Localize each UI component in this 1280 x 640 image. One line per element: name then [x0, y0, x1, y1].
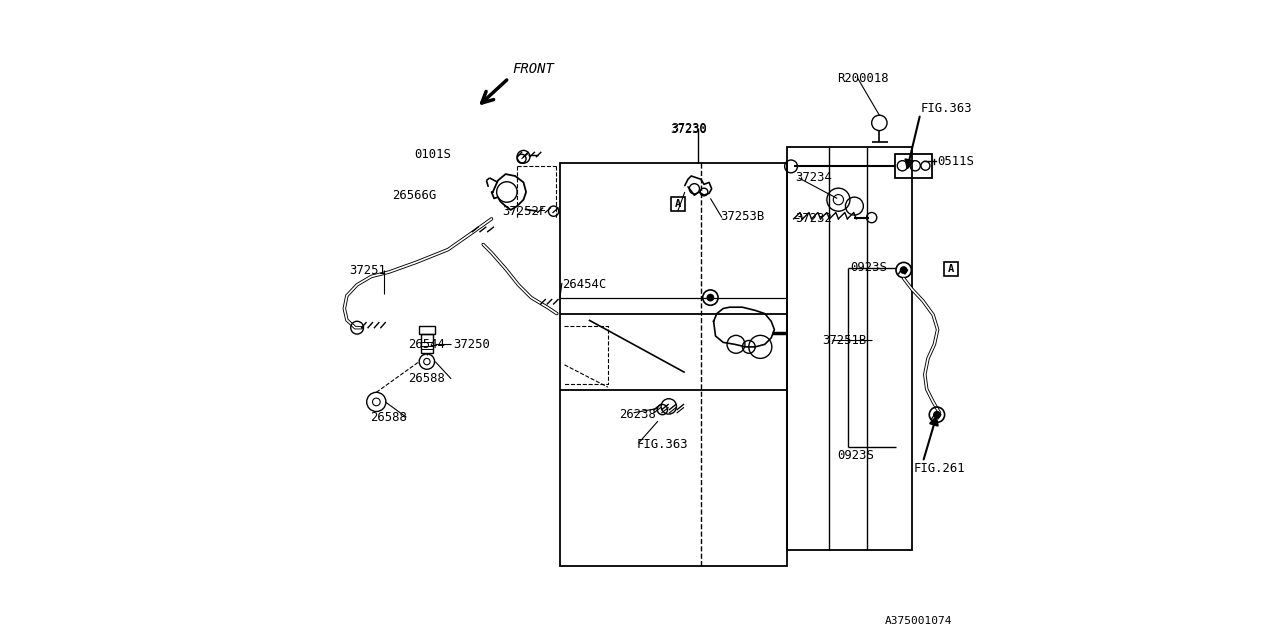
Text: A: A	[675, 199, 681, 209]
Text: FIG.363: FIG.363	[920, 102, 972, 115]
Text: 0101S: 0101S	[415, 148, 452, 161]
Text: A375001074: A375001074	[884, 616, 952, 626]
Circle shape	[707, 294, 714, 301]
Text: 37230: 37230	[671, 122, 707, 134]
Text: 37253B: 37253B	[719, 210, 764, 223]
Text: 37230: 37230	[671, 123, 707, 136]
Bar	[419, 326, 435, 334]
Bar	[421, 334, 433, 353]
Bar	[561, 163, 787, 566]
Text: 26588: 26588	[370, 411, 407, 424]
Bar	[671, 197, 685, 211]
Circle shape	[901, 267, 908, 273]
Text: 26544: 26544	[408, 338, 445, 351]
Bar	[945, 262, 957, 276]
Circle shape	[934, 412, 941, 418]
Text: A: A	[948, 264, 954, 275]
Bar	[787, 147, 913, 550]
Text: 37252F: 37252F	[502, 205, 547, 218]
Text: 26588: 26588	[408, 372, 445, 385]
Text: 26566G: 26566G	[392, 189, 436, 202]
Text: 37232: 37232	[795, 212, 832, 225]
Text: 26454C: 26454C	[562, 278, 607, 291]
Text: 37251B: 37251B	[823, 334, 867, 347]
Text: 0923S: 0923S	[850, 261, 887, 274]
Text: FIG.261: FIG.261	[914, 462, 965, 475]
Text: 0511S: 0511S	[937, 155, 974, 168]
Text: 26238: 26238	[620, 408, 657, 421]
Text: FRONT: FRONT	[512, 61, 554, 76]
Text: 37250: 37250	[453, 338, 490, 351]
Text: 37251: 37251	[348, 264, 385, 276]
Text: 37234: 37234	[795, 172, 832, 184]
Text: 0923S: 0923S	[837, 449, 874, 462]
Text: FIG.363: FIG.363	[637, 438, 689, 451]
Bar	[895, 154, 932, 178]
Text: R200018: R200018	[837, 72, 888, 84]
